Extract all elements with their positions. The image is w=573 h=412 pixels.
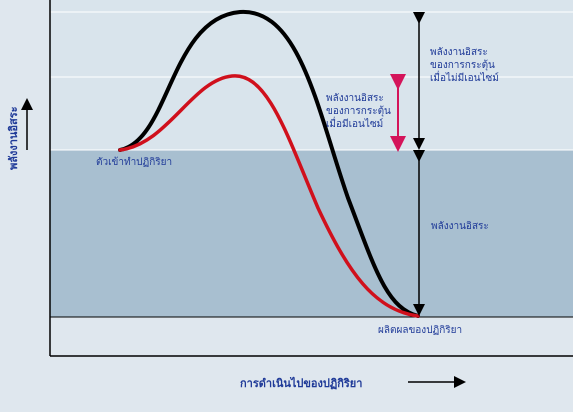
ea-uncatalyzed-label: พลังงานอิสระ ของการกระตุ้น เมื่อไม่มีเอน… (430, 47, 499, 84)
bottom-band (50, 317, 573, 355)
upper-band (50, 0, 573, 150)
lower-band (50, 150, 573, 317)
y-axis-label: พลังงานอิสระ (7, 106, 20, 170)
delta-g-label: พลังงานอิสระ (431, 221, 489, 232)
uncatalyzed-curve (118, 9, 420, 318)
reactants-label: ตัวเข้าทำปฏิกิริยา (96, 157, 173, 168)
x-axis-label: การดำเนินไปของปฏิกิริยา (240, 377, 363, 390)
products-label: ผลิตผลของปฏิกิริยา (378, 325, 463, 336)
ea-catalyzed-label: พลังงานอิสระ ของการกระตุ้น เมื่อมีเอนไซม… (326, 93, 391, 130)
catalyzed-curve (118, 74, 420, 318)
